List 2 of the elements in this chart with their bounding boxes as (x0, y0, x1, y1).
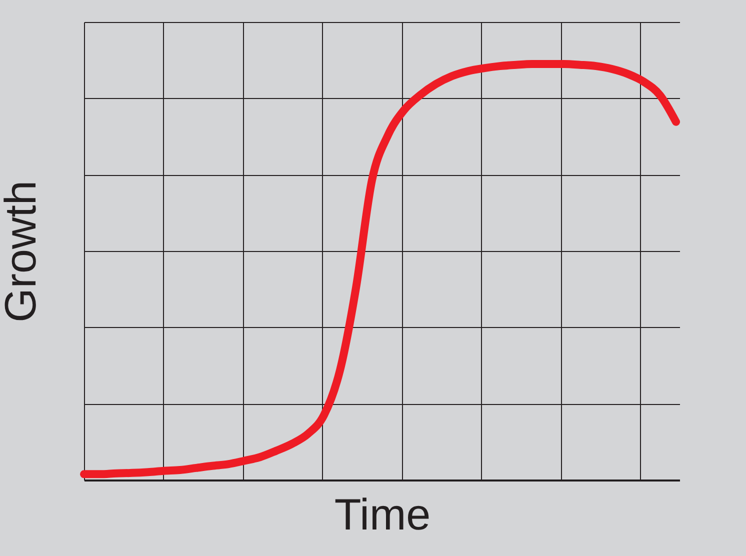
y-axis-title: Growth (0, 180, 46, 322)
x-axis-title: Time (334, 490, 431, 540)
